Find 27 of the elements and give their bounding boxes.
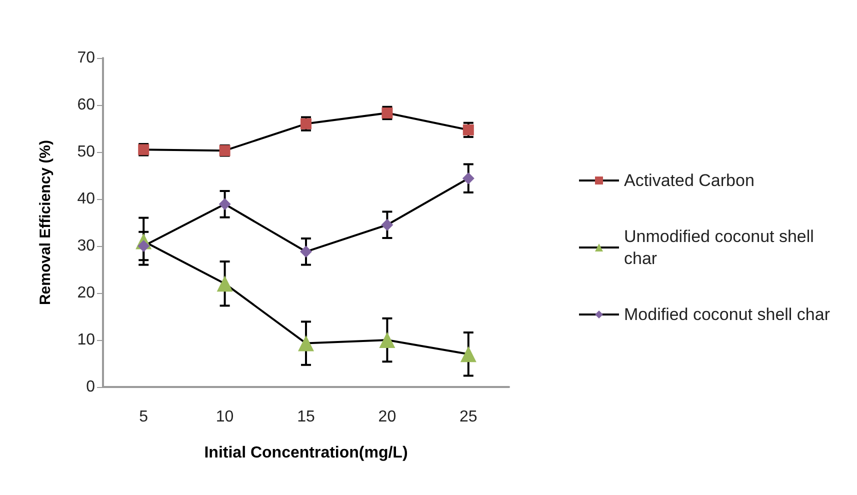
legend-label: Modified coconut shell char	[624, 305, 830, 324]
y-tick-label: 70	[77, 50, 96, 66]
point	[462, 172, 474, 184]
x-tick-label: 20	[378, 408, 396, 426]
y-tick-label: 60	[77, 96, 96, 114]
y-tick-label: 40	[77, 190, 96, 208]
x-tick-label: 10	[216, 408, 234, 426]
legend-label: Activated Carbon	[624, 171, 754, 190]
y-tick-label: 0	[86, 378, 96, 396]
point	[379, 332, 396, 348]
y-tick-label: 30	[77, 238, 96, 254]
x-tick-label: 25	[460, 408, 478, 426]
y-tick-label: 20	[77, 284, 96, 302]
y-tick-label: 10	[77, 332, 96, 348]
y-tick-label: 50	[77, 144, 96, 160]
legend-label: Unmodified coconut shell char	[624, 227, 819, 268]
point	[462, 124, 474, 136]
point	[460, 346, 476, 362]
x-tick-label: 15	[297, 408, 315, 426]
y-axis-title: Removal Efficiency (%)	[37, 140, 54, 306]
point	[381, 218, 394, 231]
point	[216, 276, 233, 292]
point	[300, 246, 312, 258]
point	[298, 335, 314, 352]
x-axis-title: Initial Concentration(mg/L)	[204, 444, 408, 462]
point	[218, 198, 231, 210]
x-tick-label: 5	[139, 408, 148, 426]
